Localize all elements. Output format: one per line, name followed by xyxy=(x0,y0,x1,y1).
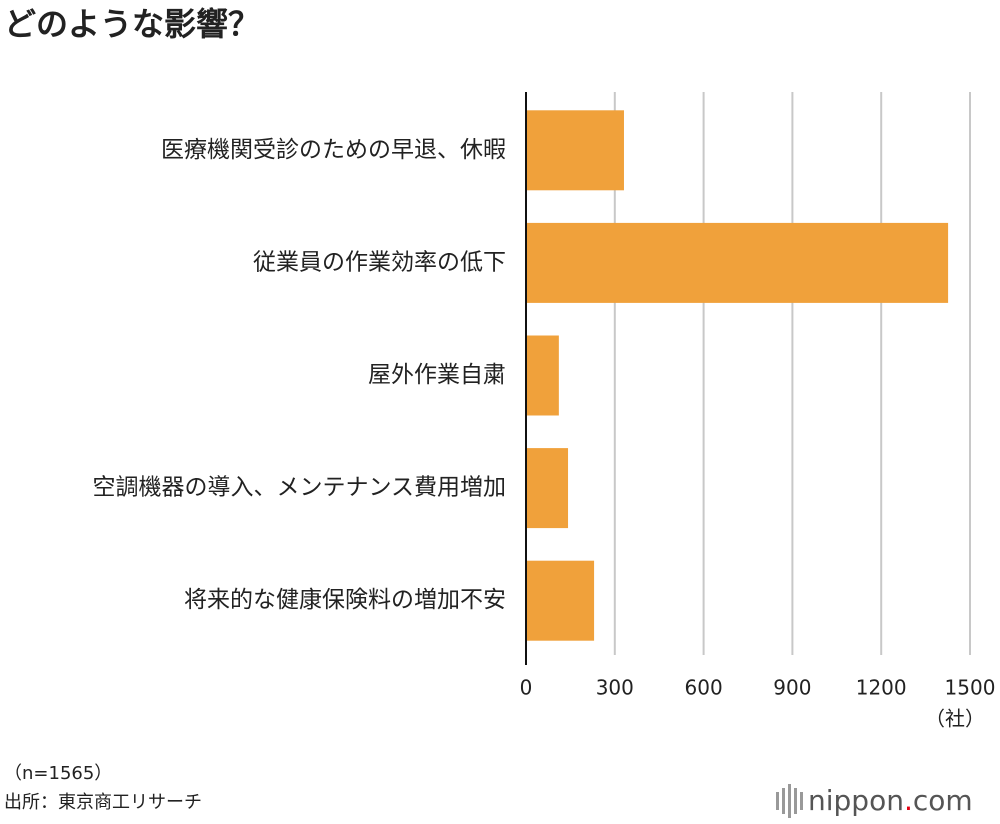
x-tick-label: 1500 xyxy=(945,676,996,700)
logo-dot: . xyxy=(904,784,913,817)
logo-domain: com xyxy=(913,784,973,817)
logo-name: nippon xyxy=(808,784,904,817)
logo-icon xyxy=(782,788,785,814)
logo: nippon.com xyxy=(776,784,973,818)
x-tick-label: 1200 xyxy=(856,676,907,700)
logo-icon xyxy=(794,788,797,814)
logo-icon xyxy=(776,792,779,810)
x-tick-label: 600 xyxy=(685,676,723,700)
y-tick-label: 従業員の作業効率の低下 xyxy=(253,249,506,275)
bar xyxy=(526,335,559,416)
x-tick-label: 0 xyxy=(520,676,533,700)
x-tick-label: 900 xyxy=(773,676,811,700)
bar xyxy=(526,560,595,641)
bar xyxy=(526,222,949,303)
bar xyxy=(526,448,569,529)
logo-text: nippon.com xyxy=(808,784,973,817)
y-tick-label: 将来的な健康保険料の増加不安 xyxy=(184,587,506,613)
y-tick-label: 屋外作業自粛 xyxy=(368,362,506,388)
bar xyxy=(526,110,624,191)
y-tick-label: 空調機器の導入、メンテナンス費用増加 xyxy=(92,475,506,501)
chart-title: どのような影響？ xyxy=(4,5,260,43)
y-tick-label: 医療機関受診のための早退、休暇 xyxy=(161,137,506,163)
x-tick-label: 300 xyxy=(596,676,634,700)
axis-unit: （社） xyxy=(925,707,985,731)
logo-icon xyxy=(788,784,791,818)
source: 出所：東京商工リサーチ xyxy=(4,792,202,813)
note: （n=1565） xyxy=(4,763,112,784)
logo-icon xyxy=(800,792,803,810)
